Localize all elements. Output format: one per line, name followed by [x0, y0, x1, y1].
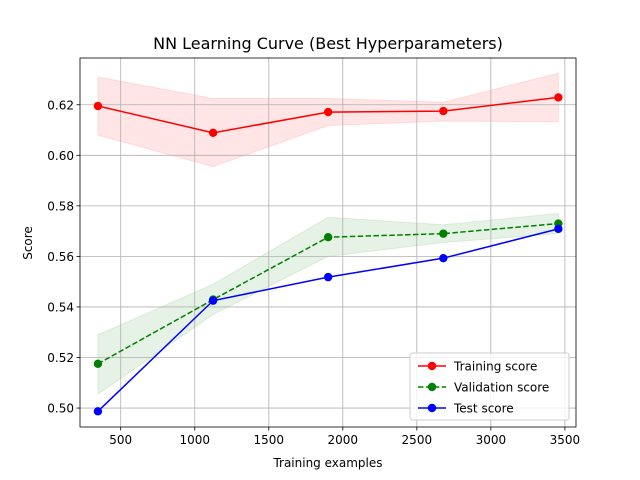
- plot-frame: [79, 57, 577, 428]
- test-score-point: [554, 224, 563, 234]
- y-axis-ticks: 0.50 0.52 0.54 0.56 0.58 0.60 0.62: [47, 98, 80, 416]
- test-score-point: [93, 407, 103, 416]
- y-tick-label: 0.56: [47, 250, 74, 264]
- training-score-point: [323, 107, 333, 117]
- legend-label-test-score: Test score: [453, 402, 514, 416]
- legend-marker-validation-score: [427, 382, 437, 392]
- test-score-point: [208, 296, 218, 305]
- legend-label-training-score: Training score: [453, 360, 537, 374]
- series-markers: [93, 93, 563, 416]
- validation-score-point: [439, 229, 448, 238]
- x-axis-label: Training examples: [272, 456, 382, 470]
- x-tick-label: 2500: [402, 433, 433, 447]
- training-score-point: [554, 93, 563, 102]
- legend-label-validation-score: Validation score: [454, 381, 549, 395]
- y-tick-label: 0.60: [47, 149, 74, 163]
- y-tick-label: 0.54: [47, 300, 74, 314]
- legend-box: [409, 352, 570, 421]
- validation-score-point: [93, 359, 103, 369]
- y-tick-label: 0.62: [47, 98, 74, 112]
- y-tick-label: 0.50: [47, 402, 74, 416]
- test-score-point: [439, 253, 448, 263]
- x-tick-label: 1000: [179, 433, 210, 447]
- training-score-band: [97, 72, 559, 168]
- x-tick-label: 2000: [328, 433, 359, 447]
- y-tick-label: 0.58: [47, 199, 74, 213]
- y-axis-label: Score: [21, 226, 35, 260]
- x-tick-label: 500: [109, 433, 132, 447]
- x-tick-label: 3500: [550, 433, 581, 447]
- x-tick-label: 1500: [254, 433, 285, 447]
- training-score-point: [208, 128, 218, 138]
- legend: Training score Validation score Test score: [409, 352, 570, 421]
- training-score-point: [93, 101, 103, 111]
- x-tick-label: 3000: [476, 433, 507, 447]
- confidence-bands: [97, 72, 559, 396]
- x-axis-ticks: 500 1000 1500 2000 2500 3000 3500: [109, 427, 580, 447]
- chart-title: NN Learning Curve (Best Hyperparameters): [153, 34, 503, 53]
- test-score-point: [323, 272, 333, 282]
- training-score-point: [439, 106, 448, 116]
- y-tick-label: 0.52: [47, 351, 74, 365]
- validation-score-band: [97, 212, 559, 396]
- legend-marker-test-score: [427, 403, 437, 413]
- legend-marker-training-score: [427, 361, 437, 371]
- validation-score-point: [323, 232, 333, 242]
